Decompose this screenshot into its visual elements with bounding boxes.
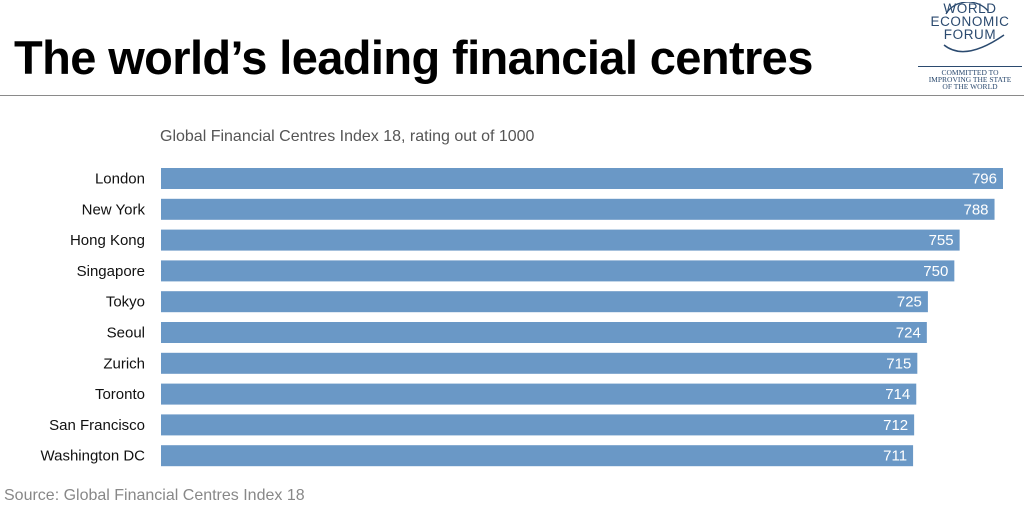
bar	[161, 352, 918, 374]
logo-swoosh-icon	[943, 2, 1005, 53]
category-label: New York	[82, 201, 146, 218]
category-label: Hong Kong	[70, 232, 145, 249]
logo-tagline-line: OF THE WORLD	[942, 82, 998, 91]
bar	[161, 414, 915, 436]
bar	[161, 229, 960, 251]
data-label: 712	[883, 417, 908, 434]
category-label: Singapore	[77, 263, 145, 280]
logo-tagline: COMMITTED TO IMPROVING THE STATE OF THE …	[918, 66, 1022, 90]
bar	[161, 168, 1003, 189]
chart-title: Global Financial Centres Index 18, ratin…	[160, 128, 535, 145]
bar	[161, 383, 917, 405]
logo-word: FORUM	[943, 27, 997, 42]
bar	[161, 445, 914, 467]
bar	[161, 291, 928, 313]
data-label: 755	[929, 232, 954, 249]
page-title: The world’s leading financial centres	[14, 31, 813, 84]
wef-logo: WORLD ECONOMIC FORUM COMMITTED TO IMPROV…	[918, 2, 1022, 92]
bar-chart: London 796 New York 788 Hong Kong 755 Singapor…	[41, 168, 1003, 467]
data-label: 711	[883, 448, 907, 465]
category-label: Washington DC	[41, 448, 146, 465]
data-label: 788	[964, 201, 989, 218]
logo-word: WORLD	[943, 1, 997, 16]
data-label: 724	[896, 325, 921, 342]
data-label: 725	[897, 294, 922, 311]
logo-wordmark: WORLD ECONOMIC FORUM	[918, 1, 1022, 42]
bar	[161, 322, 927, 343]
data-label: 714	[885, 386, 910, 403]
bar	[161, 260, 955, 282]
header-divider	[0, 95, 1024, 96]
data-label: 796	[972, 171, 997, 188]
category-label: San Francisco	[49, 417, 145, 434]
logo-word: ECONOMIC	[930, 14, 1010, 29]
category-label: Toronto	[95, 386, 145, 403]
logo-tagline-line: COMMITTED TO	[941, 68, 999, 77]
bar	[161, 198, 995, 220]
logo-tagline-line: IMPROVING THE STATE	[928, 75, 1012, 84]
category-label: London	[95, 171, 145, 188]
category-label: Seoul	[107, 325, 145, 342]
data-label: 750	[923, 263, 948, 280]
category-label: Zurich	[103, 355, 145, 372]
category-label: Tokyo	[106, 294, 145, 311]
data-label: 715	[886, 355, 911, 372]
source-note: Source: Global Financial Centres Index 1…	[4, 487, 305, 504]
